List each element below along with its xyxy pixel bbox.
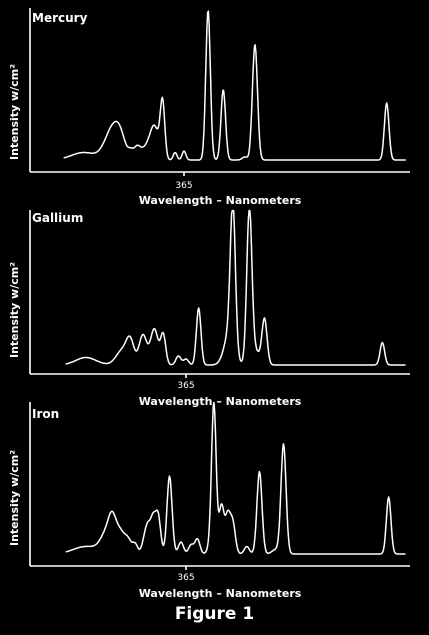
gallium-y-axis-label: Intensity w/cm²: [8, 262, 21, 358]
figure-caption: Figure 1: [174, 604, 255, 624]
gallium-x-tick-label: 365: [177, 381, 194, 391]
spectra-figure: Mercury Intensity w/cm² 365 Wavelength –…: [8, 8, 410, 600]
mercury-spectrum-line: [63, 10, 406, 161]
mercury-panel: Mercury Intensity w/cm² 365 Wavelength –…: [8, 8, 410, 207]
gallium-x-axis-label: Wavelength – Nanometers: [139, 395, 302, 408]
iron-panel-title: Iron: [32, 407, 59, 421]
mercury-x-axis-label: Wavelength – Nanometers: [139, 194, 302, 207]
mercury-y-axis-label: Intensity w/cm²: [8, 64, 21, 160]
gallium-panel-title: Gallium: [32, 211, 83, 225]
mercury-x-tick-label: 365: [175, 181, 192, 191]
mercury-panel-title: Mercury: [32, 11, 88, 25]
iron-panel: Iron Intensity w/cm² 365 Wavelength – Na…: [8, 401, 410, 600]
gallium-spectrum-line: [65, 209, 406, 366]
iron-x-axis-label: Wavelength – Nanometers: [139, 587, 302, 600]
iron-x-tick-label: 365: [177, 573, 194, 583]
gallium-panel: Gallium Intensity w/cm² 365 Wavelength –…: [8, 209, 410, 408]
iron-y-axis-label: Intensity w/cm²: [8, 450, 21, 546]
iron-spectrum-line: [65, 401, 406, 555]
